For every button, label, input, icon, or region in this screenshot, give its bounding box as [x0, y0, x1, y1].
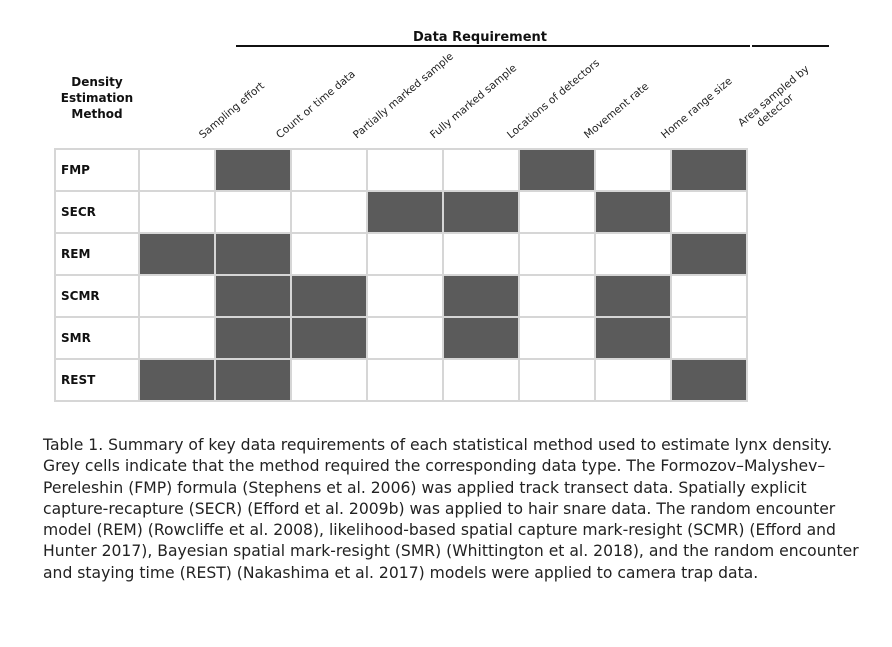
required-cell — [214, 358, 292, 402]
empty-cell — [366, 148, 444, 192]
empty-cell — [442, 232, 520, 276]
required-cell — [670, 148, 748, 192]
empty-cell — [138, 190, 216, 234]
empty-cell — [442, 358, 520, 402]
group-header-rule-extension — [752, 45, 829, 47]
table-row: SCMR — [54, 274, 748, 318]
method-label: REST — [54, 358, 140, 402]
column-label: Home range size — [659, 75, 735, 141]
empty-cell — [214, 190, 292, 234]
column-label-line: Movement rate — [582, 80, 652, 142]
column-label: Count or time data — [274, 68, 358, 141]
required-cell — [594, 316, 672, 360]
empty-cell — [290, 190, 368, 234]
empty-cell — [290, 148, 368, 192]
data-requirement-table: FMP SECR REM SCMR SMR REST — [54, 148, 748, 402]
empty-cell — [670, 190, 748, 234]
column-label: Area sampled by detector — [736, 63, 819, 138]
required-cell — [594, 190, 672, 234]
method-label: SECR — [54, 190, 140, 234]
empty-cell — [138, 316, 216, 360]
group-header-rule — [236, 45, 750, 47]
empty-cell — [670, 316, 748, 360]
empty-cell — [442, 148, 520, 192]
table-row: REST — [54, 358, 748, 402]
column-label: Sampling effort — [197, 80, 267, 141]
empty-cell — [366, 316, 444, 360]
required-cell — [214, 232, 292, 276]
required-cell — [594, 274, 672, 318]
empty-cell — [518, 358, 596, 402]
column-label: Movement rate — [582, 80, 651, 141]
table-row: FMP — [54, 148, 748, 192]
row-header-line: Estimation — [60, 91, 134, 105]
table-caption: Table 1. Summary of key data requirement… — [43, 436, 859, 582]
method-label: SMR — [54, 316, 140, 360]
method-label: REM — [54, 232, 140, 276]
empty-cell — [518, 232, 596, 276]
empty-cell — [594, 232, 672, 276]
row-header-line: Density — [71, 75, 123, 89]
empty-cell — [594, 358, 672, 402]
empty-cell — [518, 190, 596, 234]
required-cell — [670, 358, 748, 402]
column-label-line: Count or time data — [274, 68, 358, 142]
empty-cell — [138, 274, 216, 318]
required-cell — [138, 232, 216, 276]
required-cell — [214, 316, 292, 360]
empty-cell — [138, 148, 216, 192]
method-label: SCMR — [54, 274, 140, 318]
required-cell — [214, 148, 292, 192]
required-cell — [214, 274, 292, 318]
required-cell — [290, 316, 368, 360]
method-label: FMP — [54, 148, 140, 192]
required-cell — [366, 190, 444, 234]
required-cell — [138, 358, 216, 402]
required-cell — [442, 316, 520, 360]
table-row: SMR — [54, 316, 748, 360]
group-header-title: Data Requirement — [413, 30, 547, 45]
empty-cell — [366, 232, 444, 276]
required-cell — [290, 274, 368, 318]
empty-cell — [594, 148, 672, 192]
empty-cell — [670, 274, 748, 318]
column-label: Fully marked sample — [428, 62, 519, 141]
empty-cell — [366, 274, 444, 318]
required-cell — [442, 190, 520, 234]
column-label-line: Fully marked sample — [428, 62, 520, 142]
required-cell — [670, 232, 748, 276]
required-cell — [518, 148, 596, 192]
row-header-title: Density Estimation Method — [44, 74, 150, 122]
empty-cell — [518, 274, 596, 318]
row-header-line: Method — [71, 107, 123, 121]
column-label-line: Sampling effort — [197, 79, 267, 142]
table-row: REM — [54, 232, 748, 276]
empty-cell — [290, 358, 368, 402]
empty-cell — [290, 232, 368, 276]
empty-cell — [366, 358, 444, 402]
table-row: SECR — [54, 190, 748, 234]
column-label-line: Home range size — [659, 75, 735, 142]
required-cell — [442, 274, 520, 318]
empty-cell — [518, 316, 596, 360]
